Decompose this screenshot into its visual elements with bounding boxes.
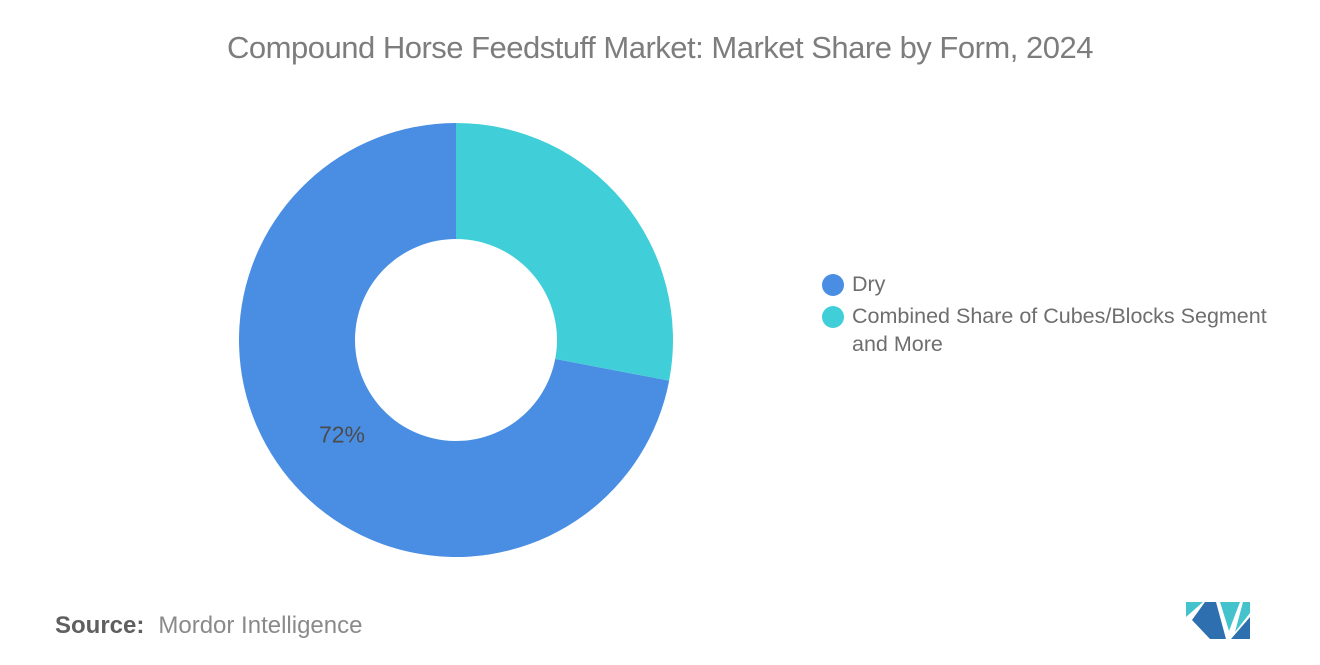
chart-title: Compound Horse Feedstuff Market: Market … (227, 30, 1093, 65)
source-label: Source: (55, 612, 145, 639)
logo-shape (1186, 602, 1203, 617)
chart-legend: Dry Combined Share of Cubes/Blocks Segmen… (822, 270, 1292, 362)
logo-shape (1235, 602, 1250, 632)
logo-shape (1220, 602, 1240, 631)
source-line: Source: Mordor Intelligence (55, 612, 362, 640)
data-label: 72% (319, 421, 365, 447)
pie-slice-dry (239, 123, 670, 557)
legend-item: Combined Share of Cubes/Blocks Segment a… (822, 302, 1292, 358)
legend-swatch (822, 274, 844, 296)
legend-label: Dry (852, 272, 886, 296)
logo-shape (1231, 617, 1250, 639)
legend-item: Dry (822, 270, 1292, 298)
legend-label: Combined Share of Cubes/Blocks Segment a… (852, 304, 1267, 356)
logo-shape (1192, 602, 1226, 639)
donut-chart: 72% (239, 122, 674, 557)
legend-swatch (822, 306, 844, 328)
source-value: Mordor Intelligence (158, 612, 363, 639)
mordor-intelligence-logo (1186, 602, 1250, 639)
pie-slice-combined-share-of-cubes-blocks-segment-and-more (456, 122, 674, 381)
